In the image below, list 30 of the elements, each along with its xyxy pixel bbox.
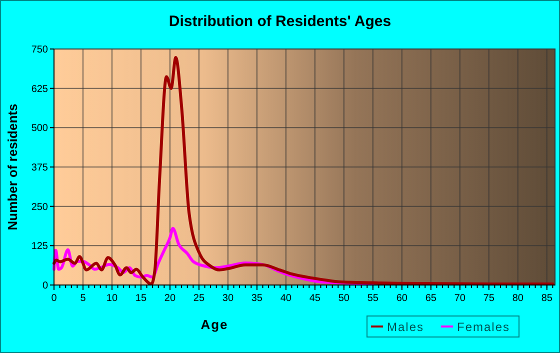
x-tick-label: 45 (309, 293, 321, 304)
x-tick-label: 65 (425, 293, 437, 304)
x-tick-label: 0 (51, 293, 58, 304)
x-tick-label: 70 (454, 293, 466, 304)
x-tick-label: 50 (338, 293, 350, 304)
y-tick-label: 0 (42, 280, 48, 292)
x-tick-label: 55 (367, 293, 379, 304)
x-tick-label: 5 (80, 293, 86, 304)
x-tick-label: 40 (280, 293, 292, 304)
y-axis-title: Number of residents (5, 104, 20, 230)
y-tick-label: 625 (31, 84, 48, 95)
y-tick-label: 375 (31, 162, 48, 174)
legend-label: Males (387, 320, 424, 334)
x-tick-label: 60 (396, 293, 408, 304)
y-tick-label: 500 (31, 123, 48, 134)
x-tick-label: 25 (193, 293, 205, 304)
x-tick-label: 10 (106, 293, 118, 304)
chart-title: Distribution of Residents' Ages (168, 13, 392, 30)
x-axis-title: Age (200, 317, 228, 332)
y-tick-label: 125 (31, 241, 48, 252)
y-tick-label: 250 (31, 202, 48, 213)
x-tick-label: 80 (512, 293, 524, 304)
x-tick-label: 30 (222, 293, 234, 304)
x-tick-label: 85 (541, 293, 553, 304)
legend-label: Females (457, 320, 510, 334)
y-tick-label: 750 (31, 44, 48, 56)
x-tick-label: 75 (483, 293, 495, 304)
x-tick-label: 35 (251, 293, 263, 304)
x-tick-label: 20 (164, 293, 176, 304)
x-tick-label: 15 (135, 293, 147, 304)
